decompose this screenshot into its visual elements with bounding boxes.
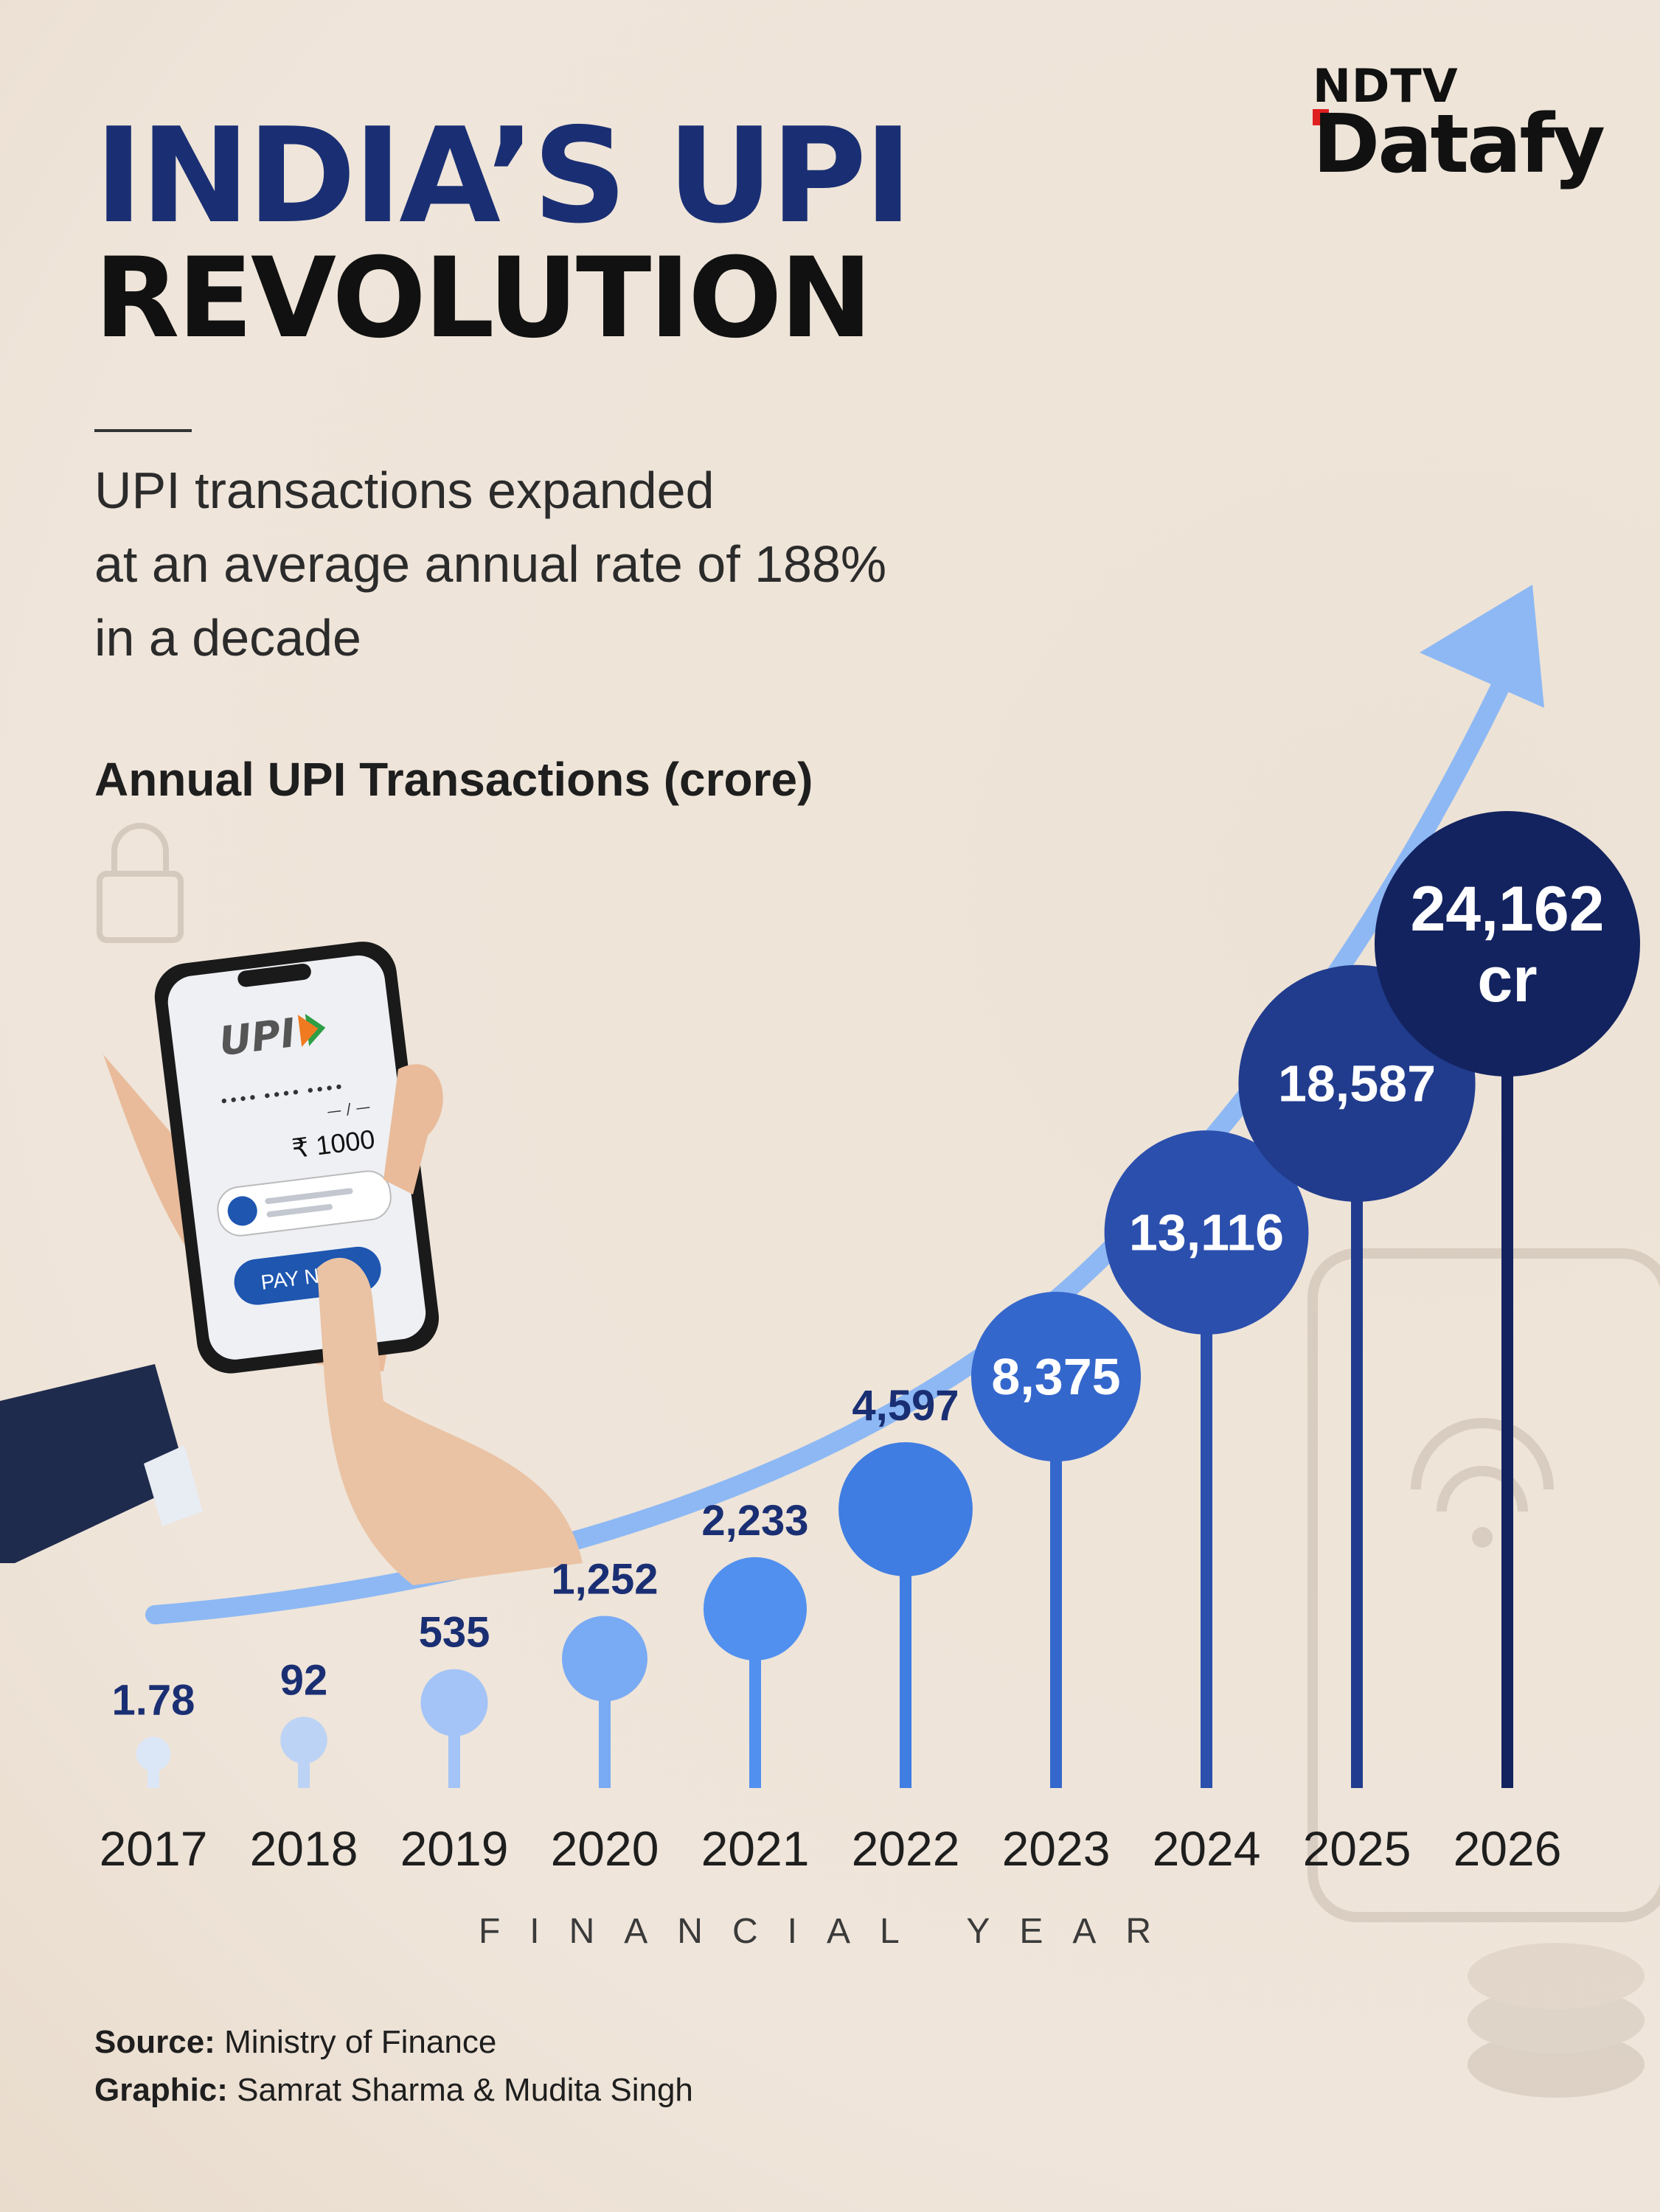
hand-thumb xyxy=(383,1064,443,1194)
bar-bubble xyxy=(1104,1130,1309,1335)
page-title-line1: INDIA’S UPI xyxy=(94,100,913,252)
graphic-label: Graphic: xyxy=(94,2072,228,2108)
chart-title: Annual UPI Transactions (crore) xyxy=(94,753,813,806)
bar-bubble xyxy=(703,1557,808,1660)
lock-icon xyxy=(97,823,184,943)
bar-bubble xyxy=(280,1717,327,1764)
source-value: Ministry of Finance xyxy=(224,2024,497,2060)
data-label: 24,162 xyxy=(1410,874,1604,945)
bar-stem xyxy=(1050,1377,1062,1788)
bar-bubble xyxy=(1375,811,1640,1077)
x-tick-label: 2023 xyxy=(1002,1821,1111,1876)
growth-arrow-head xyxy=(1420,585,1544,708)
phone-illustration: UPI •••• •••• •••• — / — ₹ 1000 PAY NOW xyxy=(0,942,583,1585)
x-tick-label: 2020 xyxy=(551,1821,659,1876)
x-tick-label: 2022 xyxy=(852,1821,960,1876)
page-title-line2: REVOLUTION xyxy=(94,234,872,363)
data-label: 92 xyxy=(280,1656,328,1704)
subtitle: UPI transactions expanded at an average … xyxy=(94,462,887,667)
bar-bubble xyxy=(420,1669,488,1736)
logo-dot xyxy=(1313,109,1329,125)
background-decoration xyxy=(1307,1248,1660,2098)
logo-ndtv: NDTV xyxy=(1313,59,1459,113)
data-label-unit: cr xyxy=(1477,945,1537,1015)
bar-bubble xyxy=(970,1292,1142,1462)
data-label: 1,252 xyxy=(551,1555,658,1603)
phone-upi-logo: UPI xyxy=(217,1009,298,1065)
data-label: 1.78 xyxy=(112,1676,195,1724)
x-tick-label: 2018 xyxy=(250,1821,358,1876)
x-tick-label: 2021 xyxy=(701,1821,810,1876)
x-tick-label: 2017 xyxy=(100,1821,208,1876)
x-tick-label: 2025 xyxy=(1303,1821,1411,1876)
data-label: 2,233 xyxy=(701,1497,808,1545)
source-line: Source: Ministry of Finance xyxy=(94,2024,496,2061)
divider xyxy=(94,429,192,432)
graphic-line: Graphic: Samrat Sharma & Mudita Singh xyxy=(94,2072,693,2109)
sleeve xyxy=(0,1364,188,1563)
data-label: 18,587 xyxy=(1278,1054,1436,1112)
x-tick-label: 2019 xyxy=(400,1821,509,1876)
chart-bars: 1.78 2017 92 2018 535 2019 1,252 2020 2,233 2021 4… xyxy=(100,811,1640,1951)
source-label: Source: xyxy=(94,2024,215,2060)
data-label: 8,375 xyxy=(991,1348,1120,1405)
bar-stem xyxy=(900,1509,911,1788)
cuff xyxy=(144,1445,203,1526)
bar-bubble xyxy=(136,1736,171,1772)
x-axis-label: FINANCIAL YEAR xyxy=(479,1912,1181,1951)
phone-avatar-icon xyxy=(227,1196,257,1226)
data-label: 4,597 xyxy=(852,1382,959,1430)
bar-stem xyxy=(1501,944,1513,1788)
x-tick-label: 2026 xyxy=(1454,1821,1562,1876)
graphic-value: Samrat Sharma & Mudita Singh xyxy=(237,2072,693,2108)
data-label: 535 xyxy=(419,1609,490,1657)
hand-finger xyxy=(317,1257,583,1585)
bar-stem xyxy=(1201,1232,1212,1788)
bar-bubble xyxy=(838,1442,973,1576)
logo-datafy: Datafy xyxy=(1313,97,1605,191)
x-tick-label: 2024 xyxy=(1153,1821,1261,1876)
data-label: 13,116 xyxy=(1129,1203,1284,1261)
bar-bubble xyxy=(562,1615,647,1702)
bar-stem xyxy=(1351,1083,1363,1788)
